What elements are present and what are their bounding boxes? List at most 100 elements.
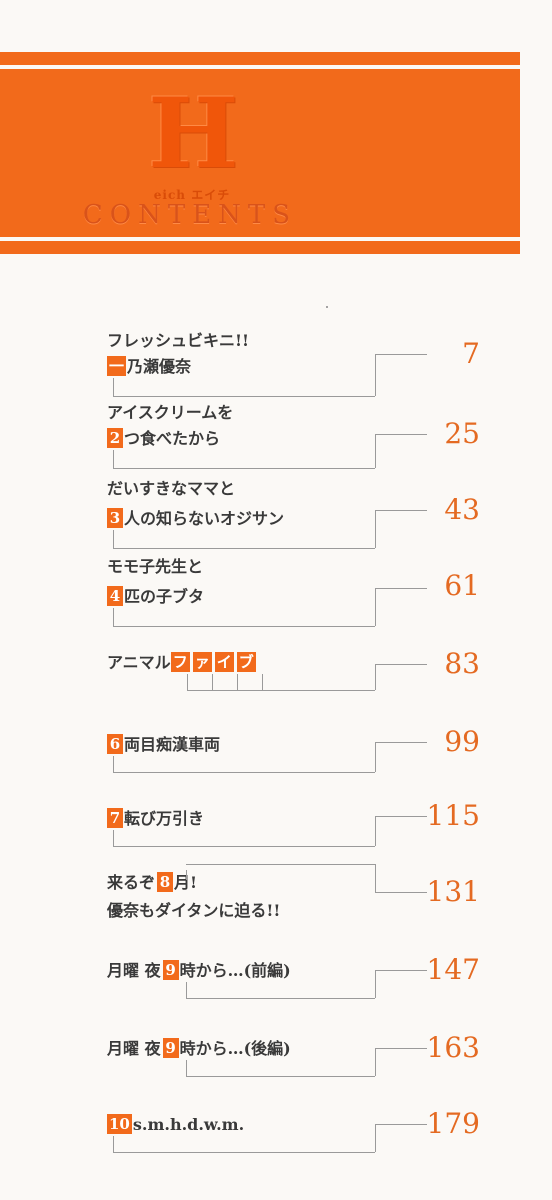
entry-title-text: 両目痴漢車両 bbox=[124, 735, 221, 754]
logo-subtext: eich エイチ bbox=[153, 188, 231, 202]
bracket-bottom bbox=[113, 396, 375, 397]
chapter-number: 2 bbox=[107, 428, 123, 448]
bracket-bottom bbox=[113, 846, 375, 847]
contents-header-banner: H eich エイチ CONTENTS bbox=[0, 52, 520, 254]
leader-line bbox=[375, 892, 427, 893]
bracket-right bbox=[375, 1124, 376, 1152]
bracket-bottom bbox=[113, 1152, 375, 1153]
entry-title-line2: 2 つ食べたから bbox=[107, 428, 220, 450]
bracket-right bbox=[375, 354, 376, 396]
page-number: 25 bbox=[444, 417, 480, 450]
entry-title-line2: 一乃瀬優奈 bbox=[107, 356, 191, 378]
entry-title-text: 月! bbox=[174, 873, 198, 892]
entry-title-text: 匹の子ブタ bbox=[124, 587, 205, 606]
entry-title-text: 来るぞ bbox=[107, 873, 156, 892]
entry-title-text: 月曜 夜 bbox=[107, 1039, 161, 1058]
page-number: 7 bbox=[462, 337, 480, 370]
banner-stripe-bottom bbox=[0, 237, 520, 241]
title-box-char: ブ bbox=[236, 652, 256, 672]
entry-title-line1: 10 s.m.h.d.w.m. bbox=[107, 1114, 244, 1136]
entry-title-text: アニマル bbox=[107, 653, 171, 672]
bracket-tick bbox=[262, 674, 263, 690]
title-box-char: イ bbox=[214, 652, 234, 672]
entry-title-line1: 来るぞ 8 月! bbox=[107, 872, 197, 894]
entry-title-line2: 3 人の知らないオジサン bbox=[107, 508, 284, 530]
bracket-bottom bbox=[113, 548, 375, 549]
bracket-tick bbox=[237, 674, 238, 690]
entry-title-text: 乃瀬優奈 bbox=[127, 357, 192, 376]
leader-line bbox=[375, 664, 427, 665]
bracket-left bbox=[113, 378, 114, 396]
entry-title-line2: 優奈もダイタンに迫る!! bbox=[107, 901, 281, 920]
bracket-left bbox=[113, 450, 114, 468]
entry-title-line1: だいすきなママと bbox=[107, 479, 236, 498]
bracket-right bbox=[375, 1048, 376, 1076]
bracket-left bbox=[113, 608, 114, 626]
bracket-left bbox=[113, 530, 114, 548]
entry-title-line1: アニマルファイブ bbox=[107, 652, 257, 674]
entry-title-text: 月曜 夜 bbox=[107, 961, 161, 980]
title-box-char: フ bbox=[170, 652, 190, 672]
leader-line bbox=[375, 742, 427, 743]
chapter-number: 6 bbox=[107, 734, 123, 754]
entry-title-text: つ食べたから bbox=[124, 429, 221, 448]
leader-line bbox=[375, 970, 427, 971]
chapter-number: 一 bbox=[107, 356, 127, 376]
title-box-char: ァ bbox=[192, 652, 212, 672]
entry-title-line1: モモ子先生と bbox=[107, 557, 204, 576]
bracket-bottom bbox=[113, 626, 375, 627]
bracket-tick bbox=[187, 674, 188, 690]
page-number: 83 bbox=[444, 647, 480, 680]
page-number: 163 bbox=[426, 1031, 480, 1064]
page-number: 147 bbox=[426, 953, 480, 986]
chapter-number: 8 bbox=[157, 872, 174, 892]
entry-title-line1: 7 転び万引き bbox=[107, 808, 204, 830]
bracket-left bbox=[113, 1136, 114, 1152]
entry-title-line1: フレッシュビキニ!! bbox=[107, 331, 250, 350]
chapter-number: 9 bbox=[162, 1038, 179, 1058]
chapter-number: 4 bbox=[107, 586, 123, 606]
speck bbox=[326, 306, 328, 308]
page-number: 99 bbox=[444, 725, 480, 758]
leader-line bbox=[375, 510, 427, 511]
publisher-logo: H eich エイチ bbox=[148, 77, 239, 204]
chapter-number: 3 bbox=[107, 508, 123, 528]
bracket-left bbox=[186, 870, 187, 880]
bracket-right bbox=[375, 664, 376, 690]
bracket-top bbox=[186, 864, 375, 865]
page-number: 131 bbox=[426, 875, 480, 908]
entry-title-line1: 月曜 夜 9 時から…(前編) bbox=[107, 960, 291, 982]
chapter-number: 9 bbox=[162, 960, 179, 980]
entry-title-text: 人の知らないオジサン bbox=[124, 509, 285, 528]
bracket-right bbox=[375, 864, 376, 892]
bracket-bottom bbox=[186, 998, 375, 999]
contents-title: CONTENTS bbox=[82, 200, 298, 230]
leader-line bbox=[375, 816, 427, 817]
leader-line bbox=[375, 354, 427, 355]
entry-title-line2: 4 匹の子ブタ bbox=[107, 586, 204, 608]
leader-line bbox=[375, 588, 427, 589]
bracket-bottom bbox=[113, 468, 375, 469]
chapter-number: 7 bbox=[107, 808, 123, 828]
entry-title-text: 時から…(後編) bbox=[179, 1039, 291, 1058]
entry-title-text: 時から…(前編) bbox=[179, 961, 291, 980]
bracket-tick bbox=[212, 674, 213, 690]
bracket-bottom bbox=[187, 690, 375, 691]
entry-title-text: 転び万引き bbox=[124, 809, 205, 828]
banner-stripe-top bbox=[0, 65, 520, 69]
bracket-right bbox=[375, 970, 376, 998]
logo-letter: H bbox=[148, 77, 239, 190]
entry-title-line1: アイスクリームを bbox=[107, 403, 234, 422]
bracket-right bbox=[375, 434, 376, 468]
bracket-left bbox=[186, 982, 187, 998]
bracket-right bbox=[375, 588, 376, 626]
bracket-right bbox=[375, 742, 376, 772]
entry-title-text: s.m.h.d.w.m. bbox=[132, 1115, 245, 1134]
bracket-right bbox=[375, 816, 376, 846]
bracket-left bbox=[113, 756, 114, 772]
page-number: 115 bbox=[426, 799, 480, 832]
bracket-bottom bbox=[113, 772, 375, 773]
chapter-number: 10 bbox=[107, 1114, 132, 1134]
page-number: 61 bbox=[444, 569, 480, 602]
bracket-left bbox=[186, 1060, 187, 1076]
